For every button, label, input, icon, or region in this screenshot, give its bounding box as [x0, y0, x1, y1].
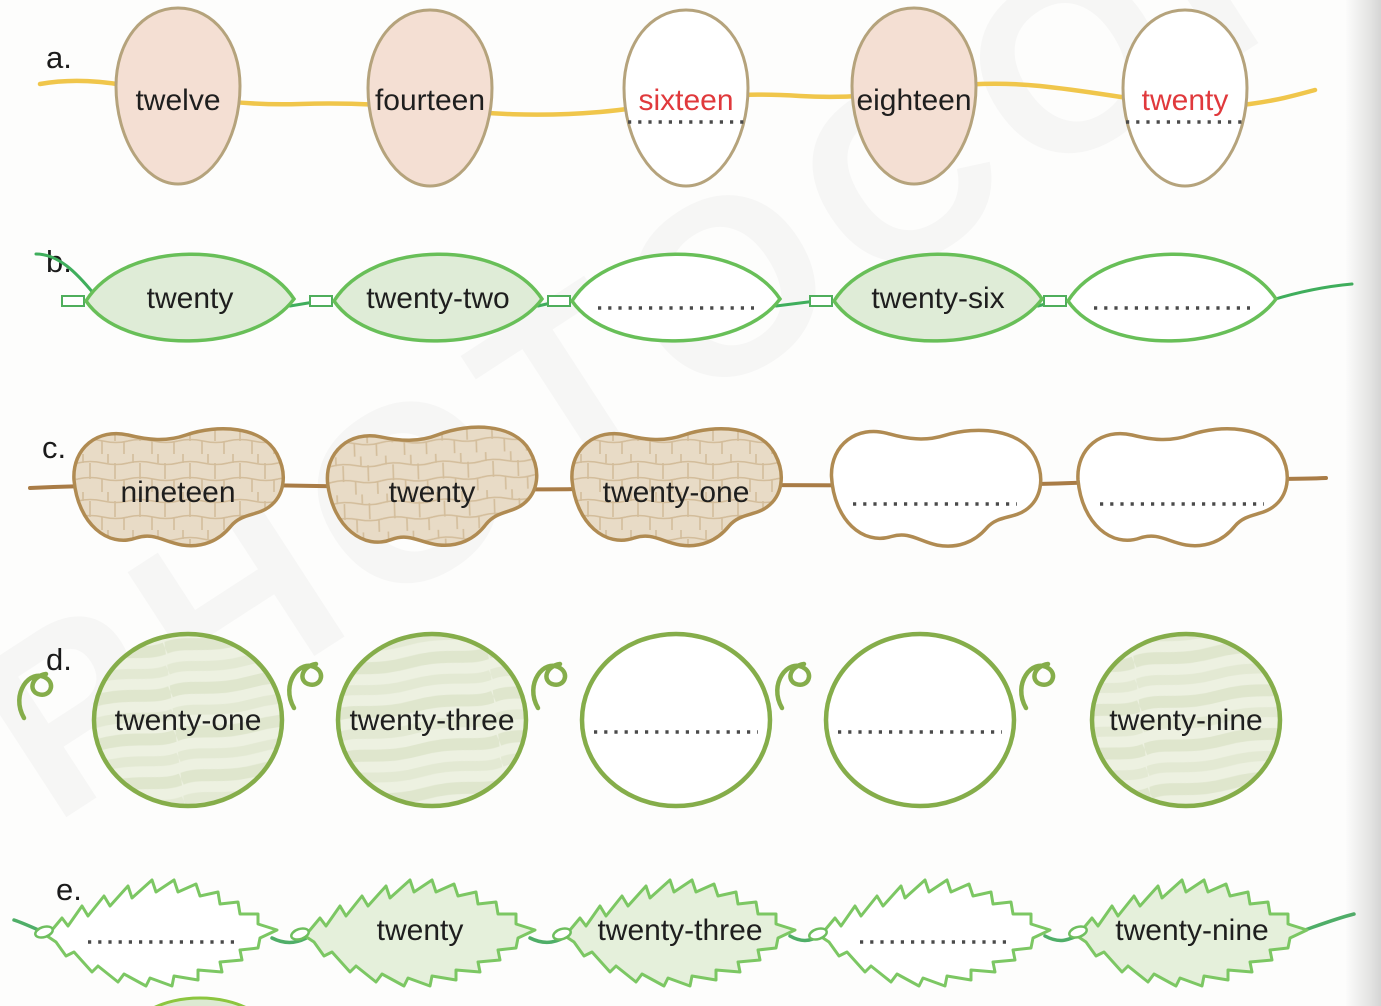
answer-text-red: sixteen	[638, 84, 733, 117]
row-a-egg-chain: twelve fourteen eighteen sixteen twenty	[37, 6, 1318, 188]
leaf-stems	[61, 295, 1067, 307]
leaf-shape-blank	[1066, 252, 1278, 343]
watermelon-shape-blank	[579, 631, 773, 809]
answer-text-red: twenty	[1142, 84, 1229, 117]
watermelon-shape-blank	[823, 631, 1017, 809]
watermelon-shape	[335, 631, 529, 809]
number-word: twenty-one	[603, 476, 750, 509]
row-label-d: d.	[46, 642, 72, 677]
row-d-watermelon-chain: twenty-one twenty-three twenty-nine	[0, 631, 1283, 809]
leaf-shape-blank	[570, 252, 782, 343]
number-word: twenty-three	[349, 704, 514, 737]
serrated-leaf-blank	[45, 878, 279, 988]
partial-shape-bottom	[154, 996, 246, 1006]
number-word: twenty-six	[871, 282, 1004, 315]
number-word: twelve	[135, 84, 220, 117]
peanut-shape-blank	[1076, 427, 1290, 548]
number-word: nineteen	[120, 476, 235, 509]
serrated-leaf-blank	[818, 878, 1052, 988]
peanut-shape-blank	[827, 423, 1045, 552]
number-word: twenty-nine	[1109, 704, 1262, 737]
watermelon-shape	[1089, 631, 1283, 809]
number-word: twenty	[147, 282, 234, 315]
string-green	[34, 252, 1354, 308]
page-edge-shadow	[1345, 0, 1381, 1006]
row-b-leaf-chain: twenty twenty-two twenty-six	[34, 252, 1354, 343]
number-word: twenty-one	[115, 704, 262, 737]
number-word: fourteen	[375, 84, 485, 117]
row-e-serrated-leaf-chain: twenty twenty-three twenty-nine	[12, 878, 1356, 1006]
row-c-peanut-chain: nineteen twenty twenty-one	[28, 423, 1328, 552]
number-word: twenty	[389, 476, 476, 509]
number-word: twenty	[377, 914, 464, 947]
row-label-e: e.	[56, 872, 82, 907]
row-label-a: a.	[46, 40, 72, 75]
number-word: eighteen	[856, 84, 971, 117]
row-label-c: c.	[42, 430, 67, 465]
number-word: twenty-two	[366, 282, 509, 315]
watermelon-shape	[91, 631, 285, 809]
number-word: twenty-nine	[1115, 914, 1268, 947]
number-word: twenty-three	[597, 914, 762, 947]
